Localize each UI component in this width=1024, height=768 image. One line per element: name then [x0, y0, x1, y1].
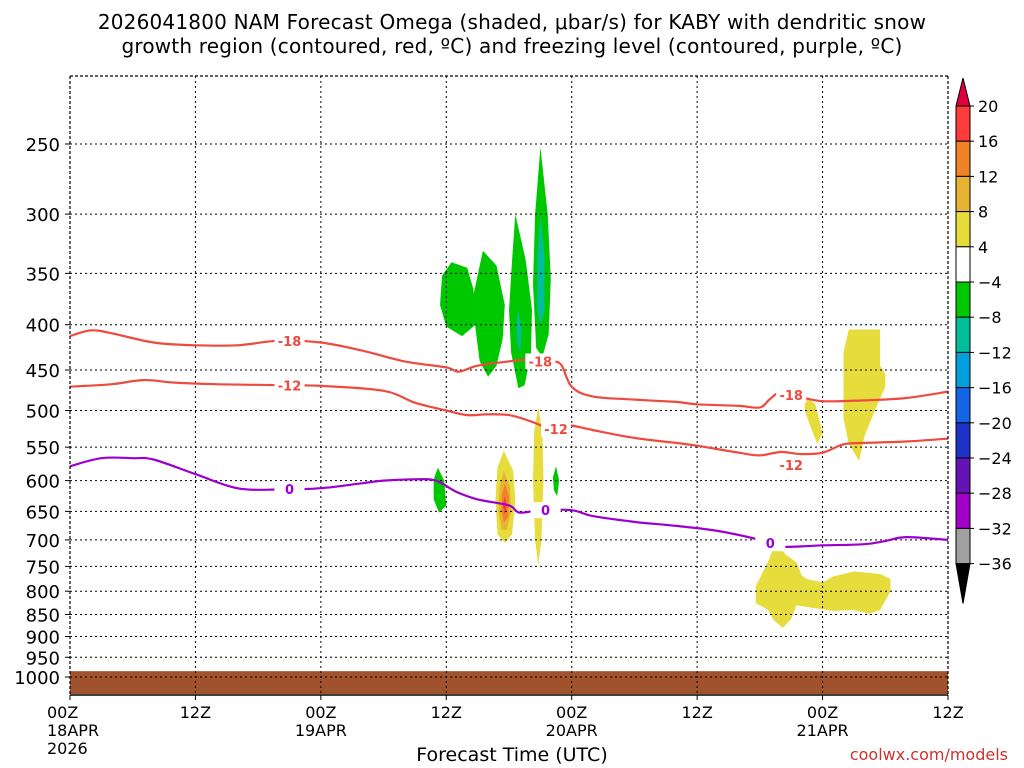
- colorbar-box-10: [955, 457, 971, 494]
- y-tick-label-1000: 1000: [14, 668, 60, 689]
- chart-title-line-2: growth region (contoured, red, ºC) and f…: [121, 34, 903, 58]
- x-tick-year-0: 2026: [47, 739, 88, 758]
- y-tick-label-450: 450: [26, 361, 60, 382]
- colorbar-box-4: [955, 246, 971, 283]
- contour--18-line: [70, 329, 948, 409]
- y-tick-label-950: 950: [26, 648, 60, 669]
- y-tick-label-700: 700: [26, 531, 60, 552]
- colorbar-label-13: −36: [978, 555, 1012, 574]
- colorbar-box-2: [955, 175, 971, 213]
- contour-label--12-1: -12: [544, 423, 568, 438]
- colorbar-label-2: 12: [978, 167, 998, 186]
- contour-label-bg-0-1: [530, 502, 561, 519]
- colorbar-box-11: [955, 492, 971, 529]
- colorbar-top-triangle: [955, 77, 971, 107]
- colorbar-box-8: [955, 387, 971, 424]
- x-tick-date-72: 21APR: [797, 721, 849, 740]
- colorbar-box-5: [955, 281, 971, 318]
- contour-label--12-2: -12: [779, 459, 803, 474]
- contour-label--18-0: -18: [278, 335, 302, 350]
- contour-label-0-2: 0: [766, 537, 775, 552]
- omega-region-13: [843, 329, 886, 461]
- contour-0-line: [70, 456, 948, 549]
- y-tick-label-400: 400: [26, 316, 60, 337]
- colorbar-box-1: [955, 140, 971, 177]
- x-tick-date-24: 19APR: [295, 721, 347, 740]
- contour-label-bg--12-1: [541, 420, 572, 437]
- y-tick-label-300: 300: [26, 205, 60, 226]
- terrain-surface: [70, 671, 948, 694]
- colorbar-label-6: −8: [978, 308, 1002, 327]
- x-tick-label-60: 12Z: [681, 703, 712, 722]
- x-tick-label-84: 12Z: [932, 703, 963, 722]
- contour-label-0-0: 0: [285, 483, 294, 498]
- y-tick-label-500: 500: [26, 402, 60, 423]
- y-tick-label-900: 900: [26, 627, 60, 648]
- colorbar-label-1: 16: [978, 132, 998, 151]
- omega-region-5: [516, 310, 522, 353]
- colorbar-box-6: [955, 316, 971, 353]
- chart-title-line-1: 2026041800 NAM Forecast Omega (shaded, μ…: [97, 10, 927, 34]
- colorbar-bottom-triangle: [955, 563, 971, 604]
- colorbar-box-9: [955, 422, 971, 459]
- x-tick-label-36: 12Z: [431, 703, 462, 722]
- y-tick-label-550: 550: [26, 438, 60, 459]
- colorbar-box-12: [955, 527, 971, 565]
- colorbar-label-5: −4: [978, 273, 1002, 292]
- contour-label-bg--18-0: [274, 333, 305, 350]
- omega-region-15: [755, 542, 891, 628]
- omega-region-4: [537, 214, 545, 325]
- omega-region-12: [533, 406, 544, 566]
- colorbar-label-7: −12: [978, 343, 1012, 362]
- y-tick-label-250: 250: [26, 135, 60, 156]
- colorbar-box-3: [955, 211, 971, 248]
- x-tick-label-12: 12Z: [180, 703, 211, 722]
- y-tick-label-850: 850: [26, 606, 60, 627]
- x-tick-label-0: 00Z: [47, 703, 78, 722]
- omega-region-0: [440, 262, 476, 337]
- omega-region-14: [804, 396, 823, 444]
- colorbar-label-10: −24: [978, 449, 1012, 468]
- colorbar-label-11: −28: [978, 484, 1012, 503]
- x-tick-date-48: 20APR: [546, 721, 598, 740]
- contour-label--18-2: -18: [779, 389, 803, 404]
- x-tick-label-24: 00Z: [305, 703, 336, 722]
- colorbar-label-9: −20: [978, 414, 1012, 433]
- colorbar-box-0: [955, 105, 971, 142]
- contour-label-bg-0-2: [755, 535, 786, 552]
- omega-region-6: [433, 467, 447, 513]
- site-credit[interactable]: coolwx.com/models: [849, 745, 1008, 764]
- colorbar-label-0: 20: [978, 97, 998, 116]
- x-tick-label-72: 00Z: [807, 703, 838, 722]
- contour-label-bg--18-2: [776, 386, 807, 403]
- contour-label--12-0: -12: [278, 379, 302, 394]
- omega-region-1: [473, 250, 505, 377]
- x-axis-label: Forecast Time (UTC): [416, 744, 608, 766]
- y-tick-label-350: 350: [26, 264, 60, 285]
- y-tick-label-750: 750: [26, 557, 60, 578]
- x-tick-label-48: 00Z: [556, 703, 587, 722]
- colorbar-label-4: 4: [978, 238, 988, 257]
- contour-label-bg--12-2: [776, 457, 807, 474]
- x-tick-date-0: 18APR: [47, 721, 99, 740]
- y-tick-label-650: 650: [26, 502, 60, 523]
- omega-region-2: [509, 214, 532, 389]
- y-tick-label-600: 600: [26, 472, 60, 493]
- colorbar-label-12: −32: [978, 519, 1012, 538]
- contour-label-bg--18-1: [525, 353, 556, 370]
- omega-region-7: [552, 466, 560, 497]
- colorbar-box-7: [955, 351, 971, 389]
- contour-label-bg-0-0: [274, 481, 305, 498]
- colorbar-label-3: 8: [978, 203, 988, 222]
- y-tick-label-800: 800: [26, 582, 60, 603]
- contour-label-0-1: 0: [541, 504, 550, 519]
- colorbar-label-8: −16: [978, 379, 1012, 398]
- contour-label-bg--12-0: [274, 377, 305, 394]
- contour-label--18-1: -18: [529, 355, 553, 370]
